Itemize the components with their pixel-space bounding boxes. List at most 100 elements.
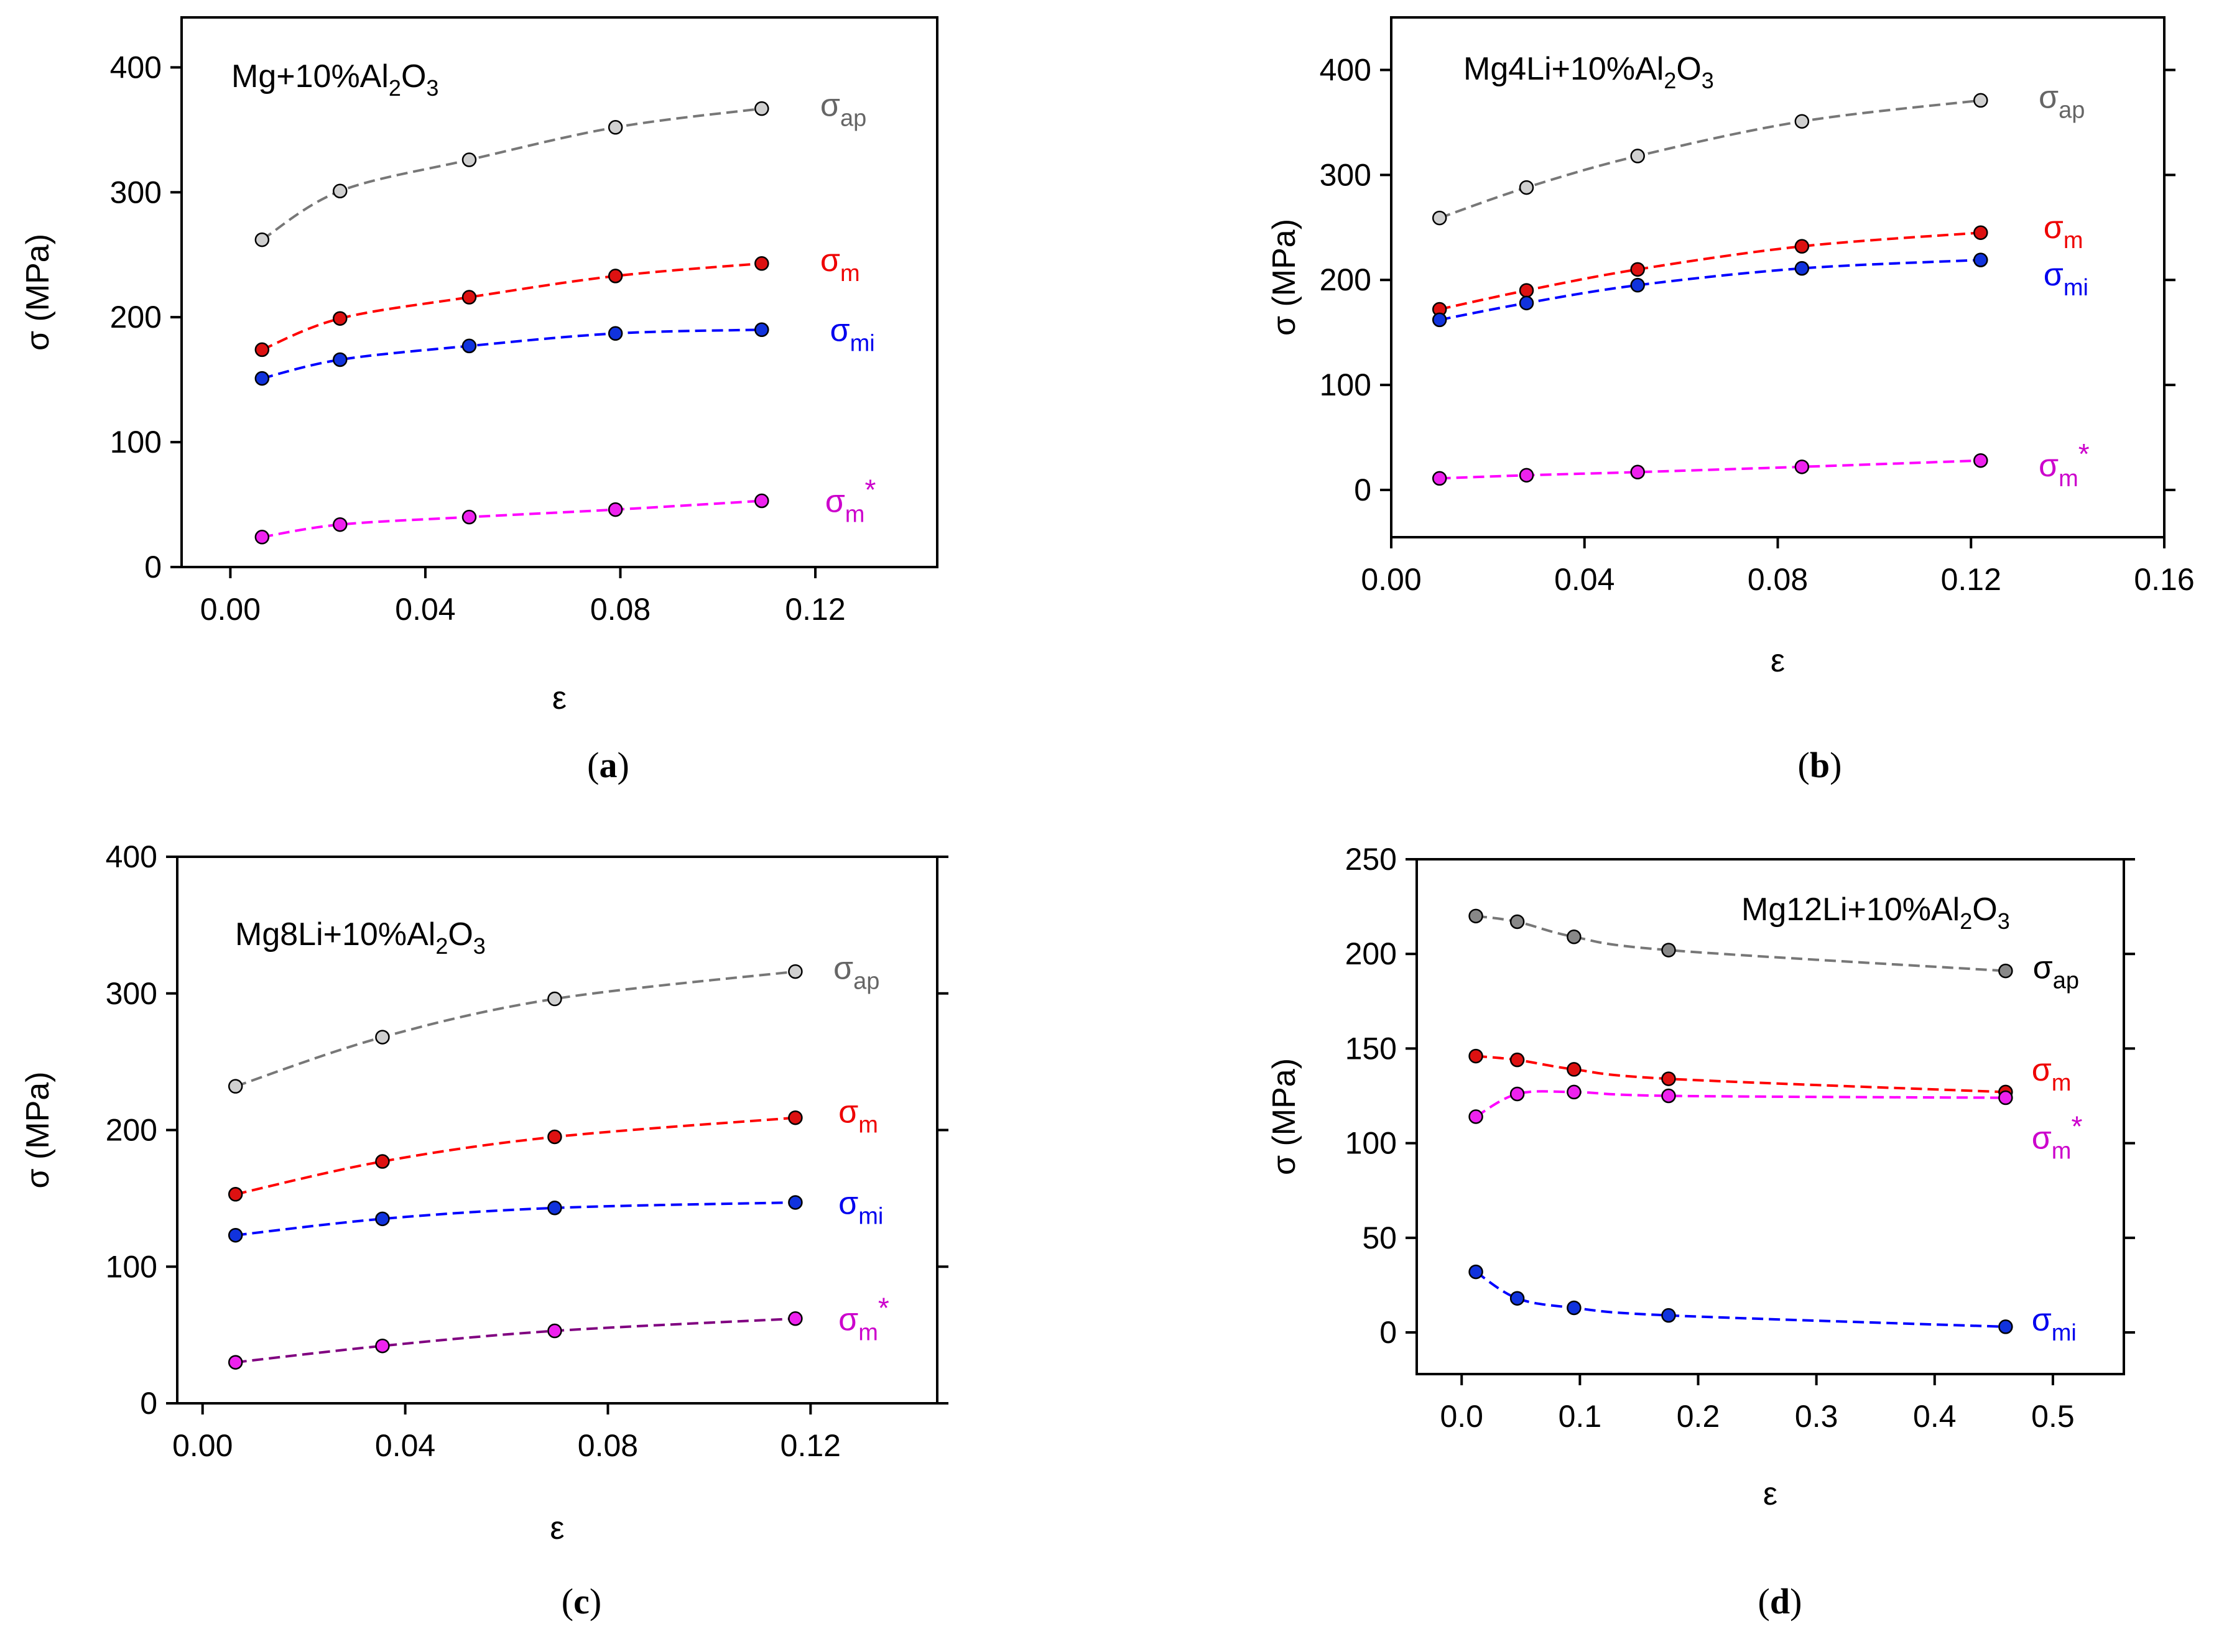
- panel-a-series-m-label: σm: [820, 242, 860, 287]
- panel-b-series-ap-point: [1432, 210, 1447, 226]
- panel-d-x-tick-label: 0.4: [1913, 1399, 1957, 1434]
- panel-a-series-mi-point: [608, 326, 623, 341]
- panel-d-series-m-point: [1567, 1062, 1582, 1077]
- panel-b-series-m-label-symbol: σ: [2044, 210, 2064, 246]
- panel-b-series-m-star-point: [1432, 471, 1447, 486]
- panel-b-series-ap-point: [1794, 114, 1810, 129]
- panel-b-series-m-star-point: [1519, 468, 1534, 483]
- panel-a-caption: (a): [587, 745, 629, 785]
- panel-d-series-mi-point: [1998, 1319, 2013, 1334]
- panel-d: 0.0 0.1 0.2 0.3 0.4 0.5 0 50 100 150 200 250 ε σ (MPa…: [1266, 842, 2135, 1622]
- panel-a-series-mi-label-symbol: σ: [830, 312, 850, 348]
- panel-d-series-m-star: σm*: [1468, 1084, 2082, 1165]
- panel-a-x-tick-label: 0.08: [590, 592, 651, 627]
- panel-d-series-m-label-symbol: σ: [2032, 1052, 2052, 1088]
- panel-d-series-ap: σap: [1468, 908, 2079, 994]
- panel-c-y-tick-label: 400: [106, 839, 157, 874]
- panel-b-series-m-star-label-symbol: σ: [2039, 448, 2059, 484]
- panel-b-series-mi-point: [1630, 277, 1645, 293]
- panel-c-title-sub: 2: [435, 933, 448, 959]
- panel-a-caption-open: (: [587, 745, 599, 785]
- panel-d-title: Mg12Li+10%Al2O3: [1741, 892, 2010, 934]
- panel-c-series-ap-point: [228, 1079, 243, 1094]
- panel-a-series-m-point: [754, 256, 769, 271]
- panel-a-series-m-star-label-symbol: σ: [825, 484, 845, 520]
- panel-b-series-mi-label-sub: mi: [2064, 275, 2088, 301]
- panel-d-caption-open: (: [1758, 1581, 1770, 1622]
- panel-a-series-m-star-point: [754, 493, 769, 509]
- panel-d-series-m-point: [1509, 1052, 1525, 1068]
- panel-c-series-ap-label-sub: ap: [853, 969, 879, 995]
- panel-b-series-ap-point: [1630, 149, 1645, 164]
- panel-b-title-o: O: [1676, 51, 1701, 87]
- panel-c-series-ap-label-symbol: σ: [833, 951, 853, 987]
- panel-c-y-tick-label: 0: [140, 1386, 157, 1421]
- panel-c-series-mi-point: [547, 1201, 562, 1216]
- panel-d-caption: (d): [1758, 1581, 1802, 1622]
- panel-c-series-m-point: [228, 1187, 243, 1202]
- panel-b-series-m-star-point: [1794, 459, 1810, 474]
- panel-d-series-mi-point: [1567, 1300, 1582, 1316]
- panel-a-y-tick-label: 100: [110, 425, 162, 459]
- panel-c-caption-close: ): [590, 1581, 601, 1622]
- panel-a-y-tick-label: 0: [144, 550, 162, 584]
- panel-c-series-m-point: [788, 1110, 803, 1125]
- panel-c-series-m: σm: [228, 1094, 878, 1202]
- panel-c-series-ap-point: [547, 991, 562, 1007]
- panel-c-series-m-star-point: [228, 1355, 243, 1370]
- panel-a-caption-letter: a: [600, 745, 618, 785]
- panel-b-series-m-star-point: [1973, 453, 1988, 468]
- panel-b-x-tick-label: 0.16: [2134, 562, 2194, 597]
- panel-c-series-ap-point: [788, 964, 803, 979]
- panel-a-series-m-point: [254, 342, 270, 358]
- panel-b-y-tick-label: 200: [1320, 262, 1371, 297]
- panel-d-series-mi-label: σmi: [2032, 1302, 2077, 1346]
- panel-b-series-m: σm: [1432, 210, 2083, 317]
- panel-b-series-m-star: σm*: [1432, 438, 2090, 492]
- panel-b-series-ap-label: σap: [2039, 79, 2085, 123]
- panel-a-x-axis-label: ε: [552, 680, 567, 716]
- panel-b-series-m-label: σm: [2044, 210, 2083, 254]
- panel-d-x-axis-label: ε: [1763, 1476, 1777, 1512]
- panel-a-series-m-point: [461, 290, 477, 305]
- panel-b: 0.00 0.04 0.08 0.12 0.16 0 100 200 300 400 ε σ (MPa…: [1266, 16, 2195, 785]
- panel-b-series-m-point: [1973, 225, 1988, 240]
- panel-a-series-mi: σmi: [254, 312, 875, 386]
- panel-a-series-m-star-label-sup: *: [864, 474, 876, 506]
- panel-b-title-sub: 3: [1702, 68, 1714, 93]
- panel-b-series-m-point: [1630, 262, 1645, 277]
- panel-b-title: Mg4Li+10%Al2O3: [1463, 51, 1714, 93]
- panel-c-series-m-label-symbol: σ: [838, 1094, 858, 1130]
- panel-b-series-m-star-point: [1630, 464, 1645, 480]
- panel-a-y-tick-label: 300: [110, 175, 162, 210]
- panel-c-series-m-star-point: [375, 1338, 390, 1354]
- panel-c-title-o: O: [448, 916, 473, 953]
- panel-b-series-mi-point: [1432, 312, 1447, 328]
- panel-d-series-mi-label-sub: mi: [2052, 1320, 2077, 1346]
- panel-d-series-ap-label: σap: [2033, 950, 2079, 994]
- panel-d-series-mi-point: [1509, 1291, 1525, 1306]
- panel-a-series-m: σm: [254, 242, 860, 358]
- panel-c-series-m-star-line: [235, 1317, 796, 1364]
- panel-c-x-tick-label: 0.12: [781, 1428, 841, 1463]
- panel-c: 0.00 0.04 0.08 0.12 0 100 200 300 400 ε σ (MPa) Mg8…: [20, 839, 948, 1622]
- panel-d-series-mi-point: [1661, 1308, 1676, 1323]
- panel-b-series-mi-label-symbol: σ: [2044, 257, 2064, 293]
- panel-b-series-m-point: [1794, 239, 1810, 254]
- panel-d-series-ap-point: [1468, 908, 1483, 924]
- panel-a-x-tick-label: 0.12: [785, 592, 845, 627]
- panel-b-caption-open: (: [1798, 745, 1810, 785]
- panel-b-x-tick-label: 0.04: [1554, 562, 1614, 597]
- panel-b-series-mi-point: [1794, 261, 1810, 276]
- panel-a-series-m-line: [261, 262, 762, 351]
- panel-a-series-mi-point: [333, 352, 348, 367]
- panel-d-title-sub: 3: [1998, 908, 2010, 934]
- panel-a-series-m-star-label-sub: m: [845, 502, 865, 528]
- panel-a-series-ap-point: [608, 120, 623, 135]
- panel-c-series-m-star-label-sub: m: [858, 1319, 878, 1345]
- panel-d-plot-frame: [1415, 858, 2125, 1375]
- panel-c-series-mi-label-symbol: σ: [838, 1186, 858, 1222]
- panel-a-y-tick-label: 200: [110, 300, 162, 335]
- panel-c-x-tick-label: 0.00: [172, 1428, 233, 1463]
- panel-c-caption-letter: c: [573, 1581, 590, 1622]
